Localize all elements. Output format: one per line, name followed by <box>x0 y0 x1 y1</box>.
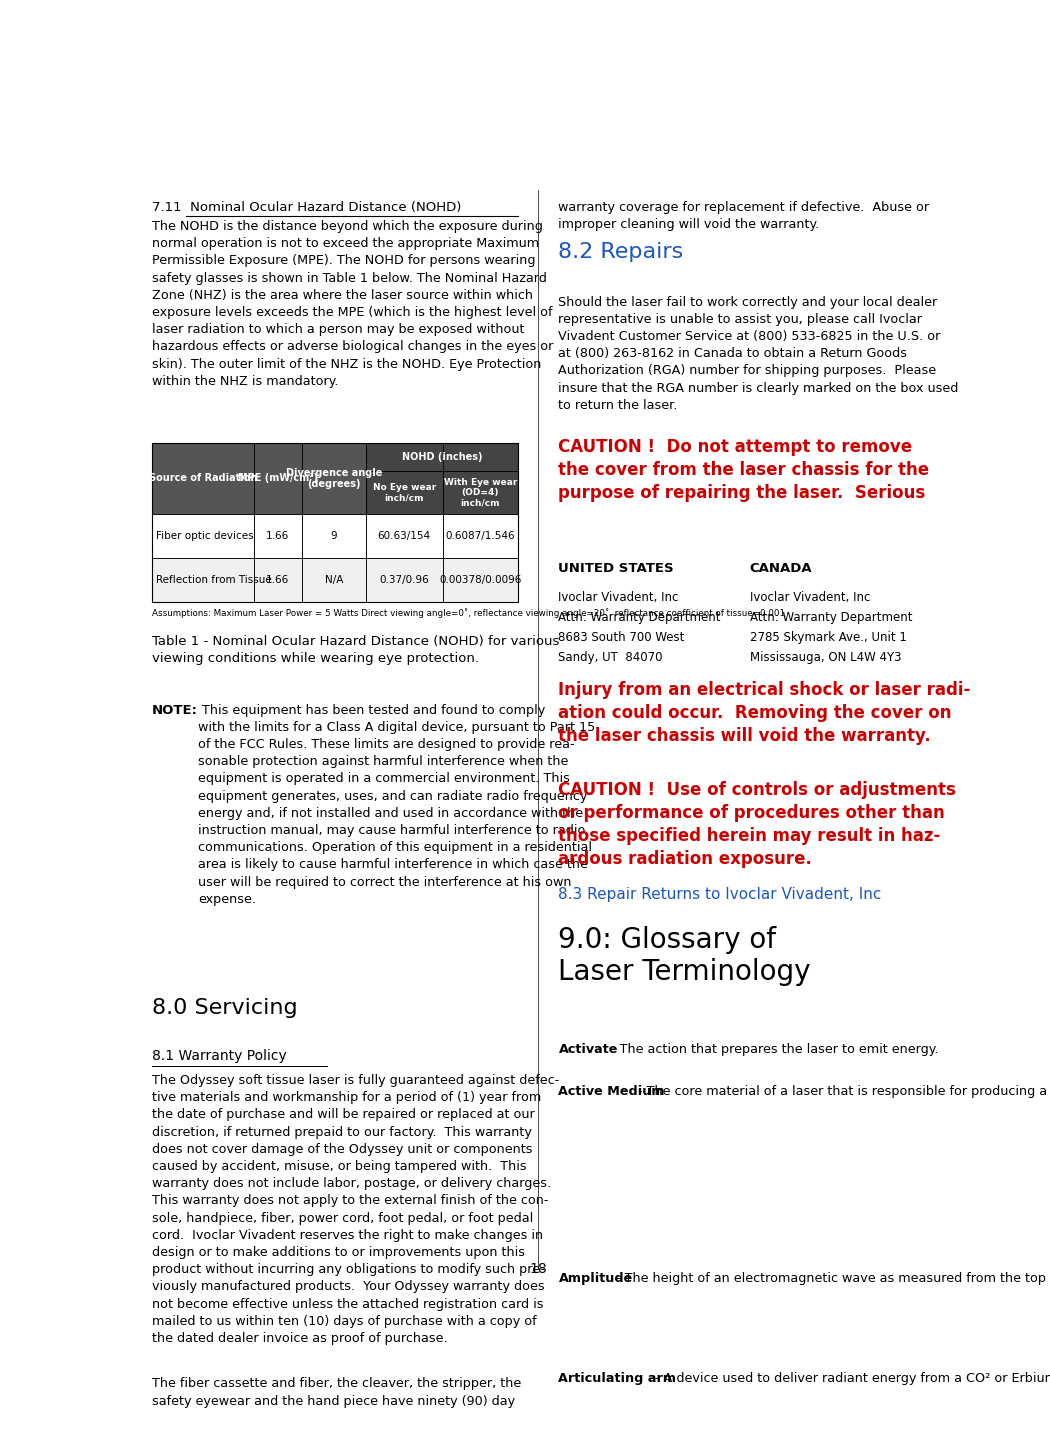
Text: 9: 9 <box>331 531 337 540</box>
Text: Sandy, UT  84070: Sandy, UT 84070 <box>559 651 663 664</box>
Bar <box>254 514 301 557</box>
Text: Source of Radiation: Source of Radiation <box>149 474 257 484</box>
Text: warranty coverage for replacement if defective.  Abuse or
improper cleaning will: warranty coverage for replacement if def… <box>559 201 929 231</box>
Bar <box>151 443 518 602</box>
Text: Assumptions: Maximum Laser Power = 5 Watts Direct viewing angle=0˚, reflectance : Assumptions: Maximum Laser Power = 5 Wat… <box>151 608 784 618</box>
Text: 1.66: 1.66 <box>267 531 290 540</box>
Text: 8.0 Servicing: 8.0 Servicing <box>151 998 297 1018</box>
Text: Attn: Warranty Department: Attn: Warranty Department <box>750 611 912 624</box>
Text: CAUTION !  Do not attempt to remove
the cover from the laser chassis for the
pur: CAUTION ! Do not attempt to remove the c… <box>559 438 929 501</box>
Text: The NOHD is the distance beyond which the exposure during
normal operation is no: The NOHD is the distance beyond which th… <box>151 219 553 388</box>
Text: 8.1 Warranty Policy: 8.1 Warranty Policy <box>151 1050 287 1063</box>
Bar <box>151 557 254 602</box>
Text: Fiber optic devices: Fiber optic devices <box>155 531 253 540</box>
Text: 2785 Skymark Ave., Unit 1: 2785 Skymark Ave., Unit 1 <box>750 631 906 644</box>
Bar <box>365 472 443 514</box>
Text: NOTE:: NOTE: <box>151 703 197 716</box>
Text: Divergence angle
(degrees): Divergence angle (degrees) <box>286 468 382 490</box>
Text: - A device used to deliver radiant energy from a CO² or Erbium laser using a ser: - A device used to deliver radiant energ… <box>651 1372 1050 1385</box>
Text: Activate: Activate <box>559 1043 617 1056</box>
Text: NOHD (inches): NOHD (inches) <box>401 452 482 462</box>
Text: - The height of an electromagnetic wave as measured from the top of one wave to : - The height of an electromagnetic wave … <box>612 1272 1050 1285</box>
Text: 8.3 Repair Returns to Ivoclar Vivadent, Inc: 8.3 Repair Returns to Ivoclar Vivadent, … <box>559 887 882 902</box>
Text: The fiber cassette and fiber, the cleaver, the stripper, the
safety eyewear and : The fiber cassette and fiber, the cleave… <box>151 1378 521 1408</box>
Bar <box>365 557 443 602</box>
Bar <box>443 472 518 514</box>
Text: 7.11  Nominal Ocular Hazard Distance (NOHD): 7.11 Nominal Ocular Hazard Distance (NOH… <box>151 201 461 214</box>
Text: Active Medium: Active Medium <box>559 1084 665 1097</box>
Text: 1.66: 1.66 <box>267 575 290 585</box>
Text: This equipment has been tested and found to comply
with the limits for a Class A: This equipment has been tested and found… <box>198 703 595 905</box>
Text: 60.63/154: 60.63/154 <box>378 531 430 540</box>
Text: 0.37/0.96: 0.37/0.96 <box>379 575 429 585</box>
Text: Injury from an electrical shock or laser radi-
ation could occur.  Removing the : Injury from an electrical shock or laser… <box>559 682 971 745</box>
Bar <box>254 443 301 514</box>
Text: Attn: Warranty Department: Attn: Warranty Department <box>559 611 721 624</box>
Text: Reflection from Tissue: Reflection from Tissue <box>155 575 271 585</box>
Text: 8683 South 700 West: 8683 South 700 West <box>559 631 685 644</box>
Bar <box>301 443 365 514</box>
Text: 8.2 Repairs: 8.2 Repairs <box>559 243 684 263</box>
Bar <box>151 514 254 557</box>
Text: Amplitude: Amplitude <box>559 1272 633 1285</box>
Bar <box>365 443 518 472</box>
Text: CAUTION !  Use of controls or adjustments
or performance of procedures other tha: CAUTION ! Use of controls or adjustments… <box>559 781 957 868</box>
Text: 0.00378/0.0096: 0.00378/0.0096 <box>439 575 522 585</box>
Text: 0.6087/1.546: 0.6087/1.546 <box>445 531 516 540</box>
Bar <box>254 557 301 602</box>
Text: Articulating arm: Articulating arm <box>559 1372 676 1385</box>
Bar <box>443 557 518 602</box>
Text: With Eye wear
(OD=4)
inch/cm: With Eye wear (OD=4) inch/cm <box>443 478 517 507</box>
Text: 9.0: Glossary of
Laser Terminology: 9.0: Glossary of Laser Terminology <box>559 926 811 986</box>
Text: MPE (mW/cm²): MPE (mW/cm²) <box>238 474 318 484</box>
Text: Table 1 - Nominal Ocular Hazard Distance (NOHD) for various
viewing conditions w: Table 1 - Nominal Ocular Hazard Distance… <box>151 635 559 664</box>
Text: No Eye wear
inch/cm: No Eye wear inch/cm <box>373 482 436 503</box>
Text: Should the laser fail to work correctly and your local dealer
representative is : Should the laser fail to work correctly … <box>559 296 959 412</box>
Bar <box>151 443 254 514</box>
Text: Ivoclar Vivadent, Inc: Ivoclar Vivadent, Inc <box>559 592 679 605</box>
Text: - The core material of a laser that is responsible for producing a source of ele: - The core material of a laser that is r… <box>634 1084 1050 1097</box>
Text: The Odyssey soft tissue laser is fully guaranteed against defec-
tive materials : The Odyssey soft tissue laser is fully g… <box>151 1074 559 1344</box>
Bar <box>365 514 443 557</box>
Bar <box>301 557 365 602</box>
Text: 18: 18 <box>529 1262 547 1276</box>
Text: - The action that prepares the laser to emit energy.: - The action that prepares the laser to … <box>607 1043 939 1056</box>
Text: CANADA: CANADA <box>750 563 813 576</box>
Text: N/A: N/A <box>324 575 343 585</box>
Bar <box>443 514 518 557</box>
Text: UNITED STATES: UNITED STATES <box>559 563 674 576</box>
Text: Mississauga, ON L4W 4Y3: Mississauga, ON L4W 4Y3 <box>750 651 901 664</box>
Bar <box>301 514 365 557</box>
Text: Ivoclar Vivadent, Inc: Ivoclar Vivadent, Inc <box>750 592 870 605</box>
